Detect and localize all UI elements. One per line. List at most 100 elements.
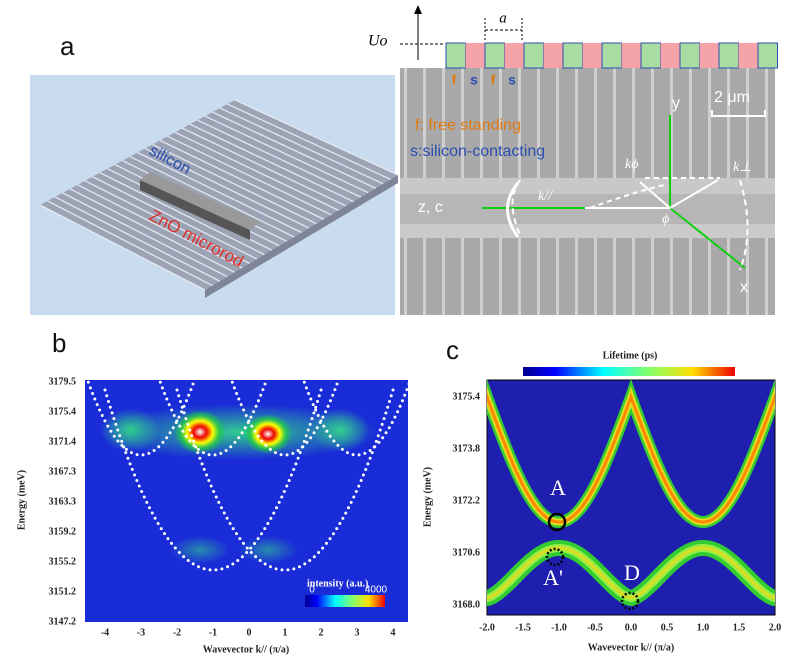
- strip-block: [582, 43, 602, 68]
- groove: [219, 107, 384, 185]
- wave-vectors: [506, 177, 749, 271]
- x-tick-label: 2: [319, 627, 324, 638]
- strip-block: [757, 42, 778, 69]
- groove: [129, 155, 295, 238]
- y-tick-label: 3179.5: [49, 376, 77, 387]
- groove: [39, 204, 206, 291]
- colorbar-title: intensity (a.u.): [307, 578, 368, 589]
- marker-a-prime: [545, 547, 565, 567]
- point-label: A': [543, 565, 563, 590]
- x-tick-label: 1.5: [733, 622, 746, 633]
- strip-block: [504, 43, 524, 68]
- groove: [62, 192, 228, 278]
- groove: [144, 147, 310, 229]
- y-tick-label: 3168.0: [453, 599, 481, 610]
- strip-block: [543, 43, 563, 68]
- x-tick-label: -2.0: [479, 622, 495, 633]
- strip-block: [465, 43, 485, 68]
- x-tick-label: 0.0: [625, 622, 638, 633]
- x-tick-label: 1: [283, 627, 288, 638]
- period-label: a: [499, 10, 507, 26]
- potential-label: Uo: [368, 33, 388, 50]
- strip-label: f: [452, 72, 457, 88]
- strip-label: f: [491, 72, 496, 88]
- groove: [227, 103, 391, 181]
- point-label: A: [550, 475, 566, 500]
- panel-label: c: [446, 335, 459, 365]
- vector-k-phi: kϕ: [625, 157, 638, 172]
- y-tick-label: 3171.4: [49, 436, 77, 447]
- groove: [174, 131, 339, 211]
- x-tick-label: -0.5: [587, 622, 603, 633]
- colorbar-tick: 4000: [365, 585, 388, 596]
- x-axis-title: Wavevector k// (π/a): [203, 644, 289, 655]
- y-axis-title: Energy (meV): [16, 470, 27, 530]
- angle-phi: ϕ: [662, 212, 669, 227]
- panel-label: a: [60, 31, 75, 61]
- panel-label: b: [52, 328, 66, 358]
- groove: [77, 184, 243, 269]
- strip-label: s: [470, 72, 478, 88]
- legend-f: f: free standing: [415, 117, 521, 134]
- y-tick-label: 3159.2: [49, 526, 77, 537]
- groove: [182, 127, 347, 207]
- axis-y: y: [672, 95, 680, 112]
- bands: [487, 380, 775, 607]
- y-tick-label: 3175.4: [49, 406, 77, 417]
- band: [487, 392, 775, 524]
- y-tick-label: 3151.2: [49, 586, 77, 597]
- intensity-colorbar: [305, 595, 385, 607]
- groove: [152, 143, 317, 225]
- strip-block: [621, 43, 641, 68]
- x-tick-label: 4: [391, 627, 396, 638]
- strip-block: [738, 43, 758, 68]
- microrod: [140, 180, 250, 240]
- groove: [54, 196, 221, 282]
- marker-a: [547, 512, 567, 532]
- y-axis-title: Energy (meV): [422, 467, 433, 527]
- groove: [47, 200, 213, 287]
- x-tick-label: 1.0: [697, 622, 710, 633]
- vector-k-par: k//: [538, 189, 553, 204]
- microrod-top: [140, 172, 260, 230]
- groove: [84, 180, 250, 265]
- rod-edge: [400, 224, 775, 238]
- marker-d: [620, 591, 640, 611]
- x-tick-label: 0.5: [661, 622, 674, 633]
- colorbar-title: Lifetime (ps): [603, 350, 658, 361]
- strip-block: [699, 43, 719, 68]
- y-tick-label: 3147.2: [49, 616, 77, 627]
- scale-bar-label: 2 μm: [714, 89, 750, 106]
- groove: [92, 176, 258, 260]
- groove: [212, 111, 377, 189]
- band: [487, 546, 775, 600]
- substrate-edge: [205, 175, 398, 298]
- groove: [137, 151, 302, 234]
- strip-block: [640, 42, 661, 69]
- strip-block: [601, 42, 622, 69]
- strip-block: [484, 42, 505, 69]
- vector-k-perp: k⊥: [733, 160, 751, 175]
- axis-x: x: [740, 279, 748, 296]
- x-tick-label: -1.0: [551, 622, 567, 633]
- groove: [197, 119, 362, 198]
- groove: [189, 123, 354, 203]
- strip-block: [562, 42, 583, 69]
- y-tick-label: 3163.3: [49, 496, 77, 507]
- x-tick-label: -2: [173, 627, 181, 638]
- strip-block: [523, 42, 544, 69]
- x-tick-label: -4: [101, 627, 109, 638]
- strip-block: [445, 42, 466, 69]
- y-tick-label: 3175.4: [453, 391, 481, 402]
- potential-strip: [445, 42, 778, 69]
- y-tick-label: 3167.3: [49, 466, 77, 477]
- arrow-head: [414, 5, 422, 14]
- x-tick-label: 2.0: [769, 622, 782, 633]
- rod-edge: [400, 178, 775, 194]
- x-tick-label: -1: [209, 627, 217, 638]
- heatmap-features: [85, 380, 408, 572]
- grating: [39, 99, 399, 291]
- groove: [234, 99, 399, 176]
- groove: [159, 139, 325, 220]
